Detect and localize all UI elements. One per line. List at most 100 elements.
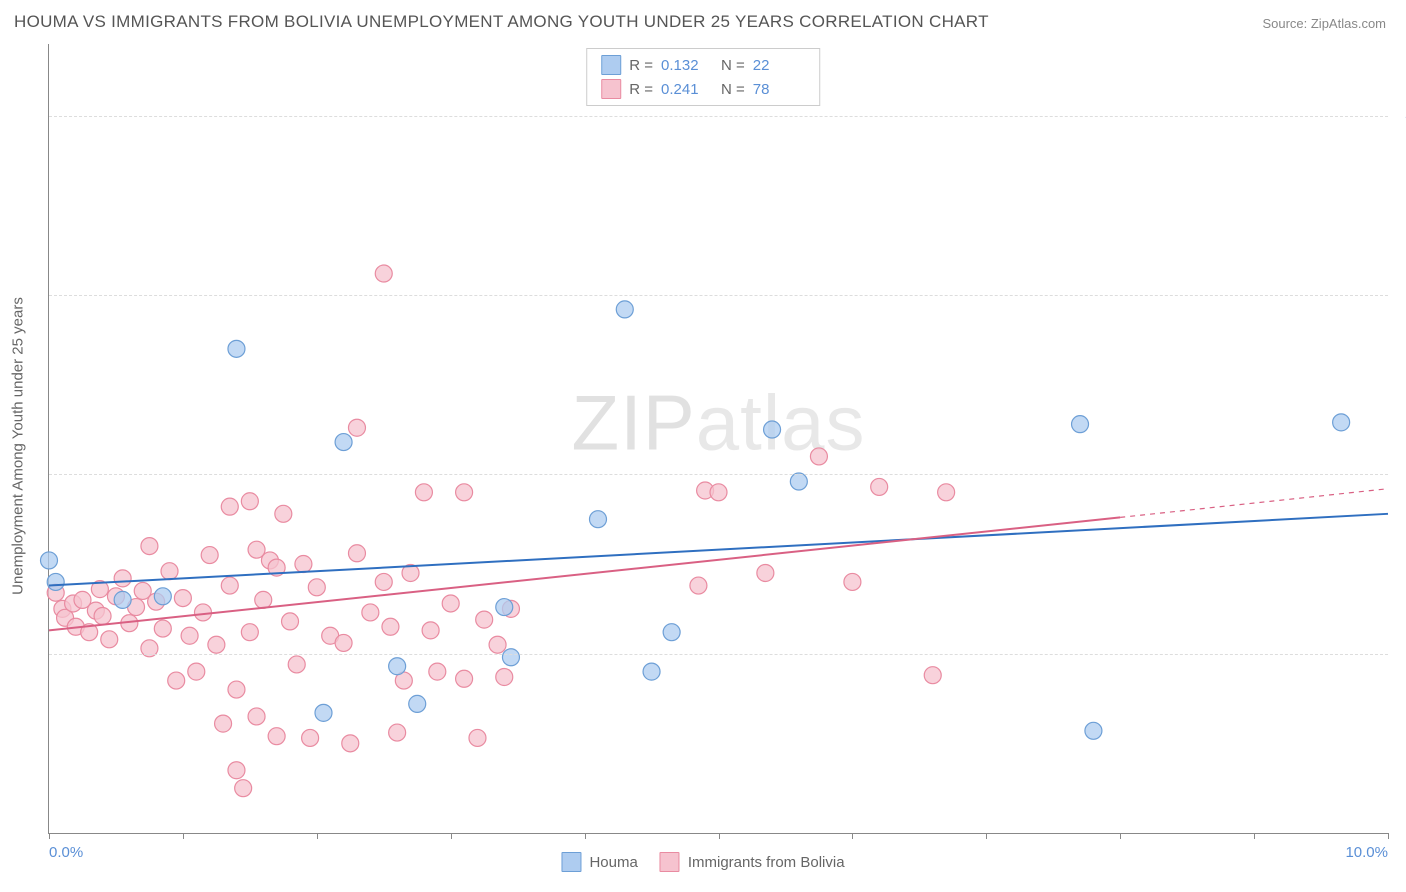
data-point	[382, 618, 399, 635]
data-point	[275, 505, 292, 522]
data-point	[335, 634, 352, 651]
x-tick	[49, 833, 50, 839]
stats-row-2: R = 0.241 N = 78	[601, 77, 805, 101]
y-tick-label: 30.0%	[1393, 287, 1406, 304]
data-point	[375, 573, 392, 590]
gridline-h	[49, 116, 1388, 117]
n-label-2: N =	[721, 81, 745, 98]
data-point	[201, 547, 218, 564]
data-point	[308, 579, 325, 596]
y-tick-label: 20.0%	[1393, 466, 1406, 483]
data-point	[194, 604, 211, 621]
x-tick	[1254, 833, 1255, 839]
stats-row-1: R = 0.132 N = 22	[601, 53, 805, 77]
data-point	[456, 484, 473, 501]
data-point	[154, 620, 171, 637]
data-point	[342, 735, 359, 752]
legend-item-1: Houma	[561, 852, 637, 872]
gridline-h	[49, 474, 1388, 475]
plot-area: ZIPatlas 10.0%20.0%30.0%40.0%0.0%10.0%	[48, 44, 1388, 834]
data-point	[315, 704, 332, 721]
data-point	[348, 545, 365, 562]
data-point	[496, 668, 513, 685]
x-tick	[1388, 833, 1389, 839]
x-tick	[317, 833, 318, 839]
trend-line-bolivia-extrapolated	[1120, 489, 1388, 518]
data-point	[228, 681, 245, 698]
data-point	[268, 728, 285, 745]
data-point	[429, 663, 446, 680]
scatter-svg	[49, 44, 1388, 833]
data-point	[710, 484, 727, 501]
data-point	[221, 498, 238, 515]
data-point	[141, 538, 158, 555]
data-point	[228, 762, 245, 779]
data-point	[94, 608, 111, 625]
data-point	[589, 511, 606, 528]
x-tick	[585, 833, 586, 839]
data-point	[1085, 722, 1102, 739]
data-point	[282, 613, 299, 630]
y-axis-label: Unemployment Among Youth under 25 years	[10, 297, 27, 595]
data-point	[161, 563, 178, 580]
data-point	[47, 573, 64, 590]
data-point	[348, 419, 365, 436]
data-point	[375, 265, 392, 282]
r-label-1: R =	[629, 57, 653, 74]
chart-container: HOUMA VS IMMIGRANTS FROM BOLIVIA UNEMPLO…	[0, 0, 1406, 892]
legend-label-1: Houma	[589, 854, 637, 871]
y-tick-label: 10.0%	[1393, 645, 1406, 662]
data-point	[924, 667, 941, 684]
data-point	[409, 695, 426, 712]
n-value-1: 22	[753, 57, 805, 74]
data-point	[241, 624, 258, 641]
data-point	[208, 636, 225, 653]
data-point	[221, 577, 238, 594]
data-point	[1333, 414, 1350, 431]
data-point	[248, 708, 265, 725]
x-tick	[852, 833, 853, 839]
data-point	[810, 448, 827, 465]
data-point	[114, 570, 131, 587]
r-value-2: 0.241	[661, 81, 713, 98]
swatch-series-2	[601, 79, 621, 99]
data-point	[844, 573, 861, 590]
data-point	[938, 484, 955, 501]
data-point	[643, 663, 660, 680]
x-tick-label: 0.0%	[49, 844, 83, 861]
legend-item-2: Immigrants from Bolivia	[660, 852, 845, 872]
data-point	[114, 591, 131, 608]
n-value-2: 78	[753, 81, 805, 98]
trend-line-bolivia	[49, 517, 1120, 630]
data-point	[41, 552, 58, 569]
gridline-h	[49, 295, 1388, 296]
x-tick-label: 10.0%	[1345, 844, 1388, 861]
chart-title: HOUMA VS IMMIGRANTS FROM BOLIVIA UNEMPLO…	[14, 12, 989, 32]
n-label-1: N =	[721, 57, 745, 74]
data-point	[101, 631, 118, 648]
stats-legend: R = 0.132 N = 22 R = 0.241 N = 78	[586, 48, 820, 106]
data-point	[469, 729, 486, 746]
data-point	[168, 672, 185, 689]
data-point	[389, 658, 406, 675]
legend-label-2: Immigrants from Bolivia	[688, 854, 845, 871]
data-point	[489, 636, 506, 653]
legend-swatch-1	[561, 852, 581, 872]
x-tick	[183, 833, 184, 839]
gridline-h	[49, 654, 1388, 655]
data-point	[288, 656, 305, 673]
x-tick	[1120, 833, 1121, 839]
r-label-2: R =	[629, 81, 653, 98]
data-point	[456, 670, 473, 687]
data-point	[235, 780, 252, 797]
x-tick	[719, 833, 720, 839]
data-point	[335, 434, 352, 451]
data-point	[362, 604, 379, 621]
data-point	[871, 478, 888, 495]
data-point	[215, 715, 232, 732]
series-legend: Houma Immigrants from Bolivia	[561, 852, 844, 872]
data-point	[302, 729, 319, 746]
data-point	[616, 301, 633, 318]
data-point	[663, 624, 680, 641]
r-value-1: 0.132	[661, 57, 713, 74]
